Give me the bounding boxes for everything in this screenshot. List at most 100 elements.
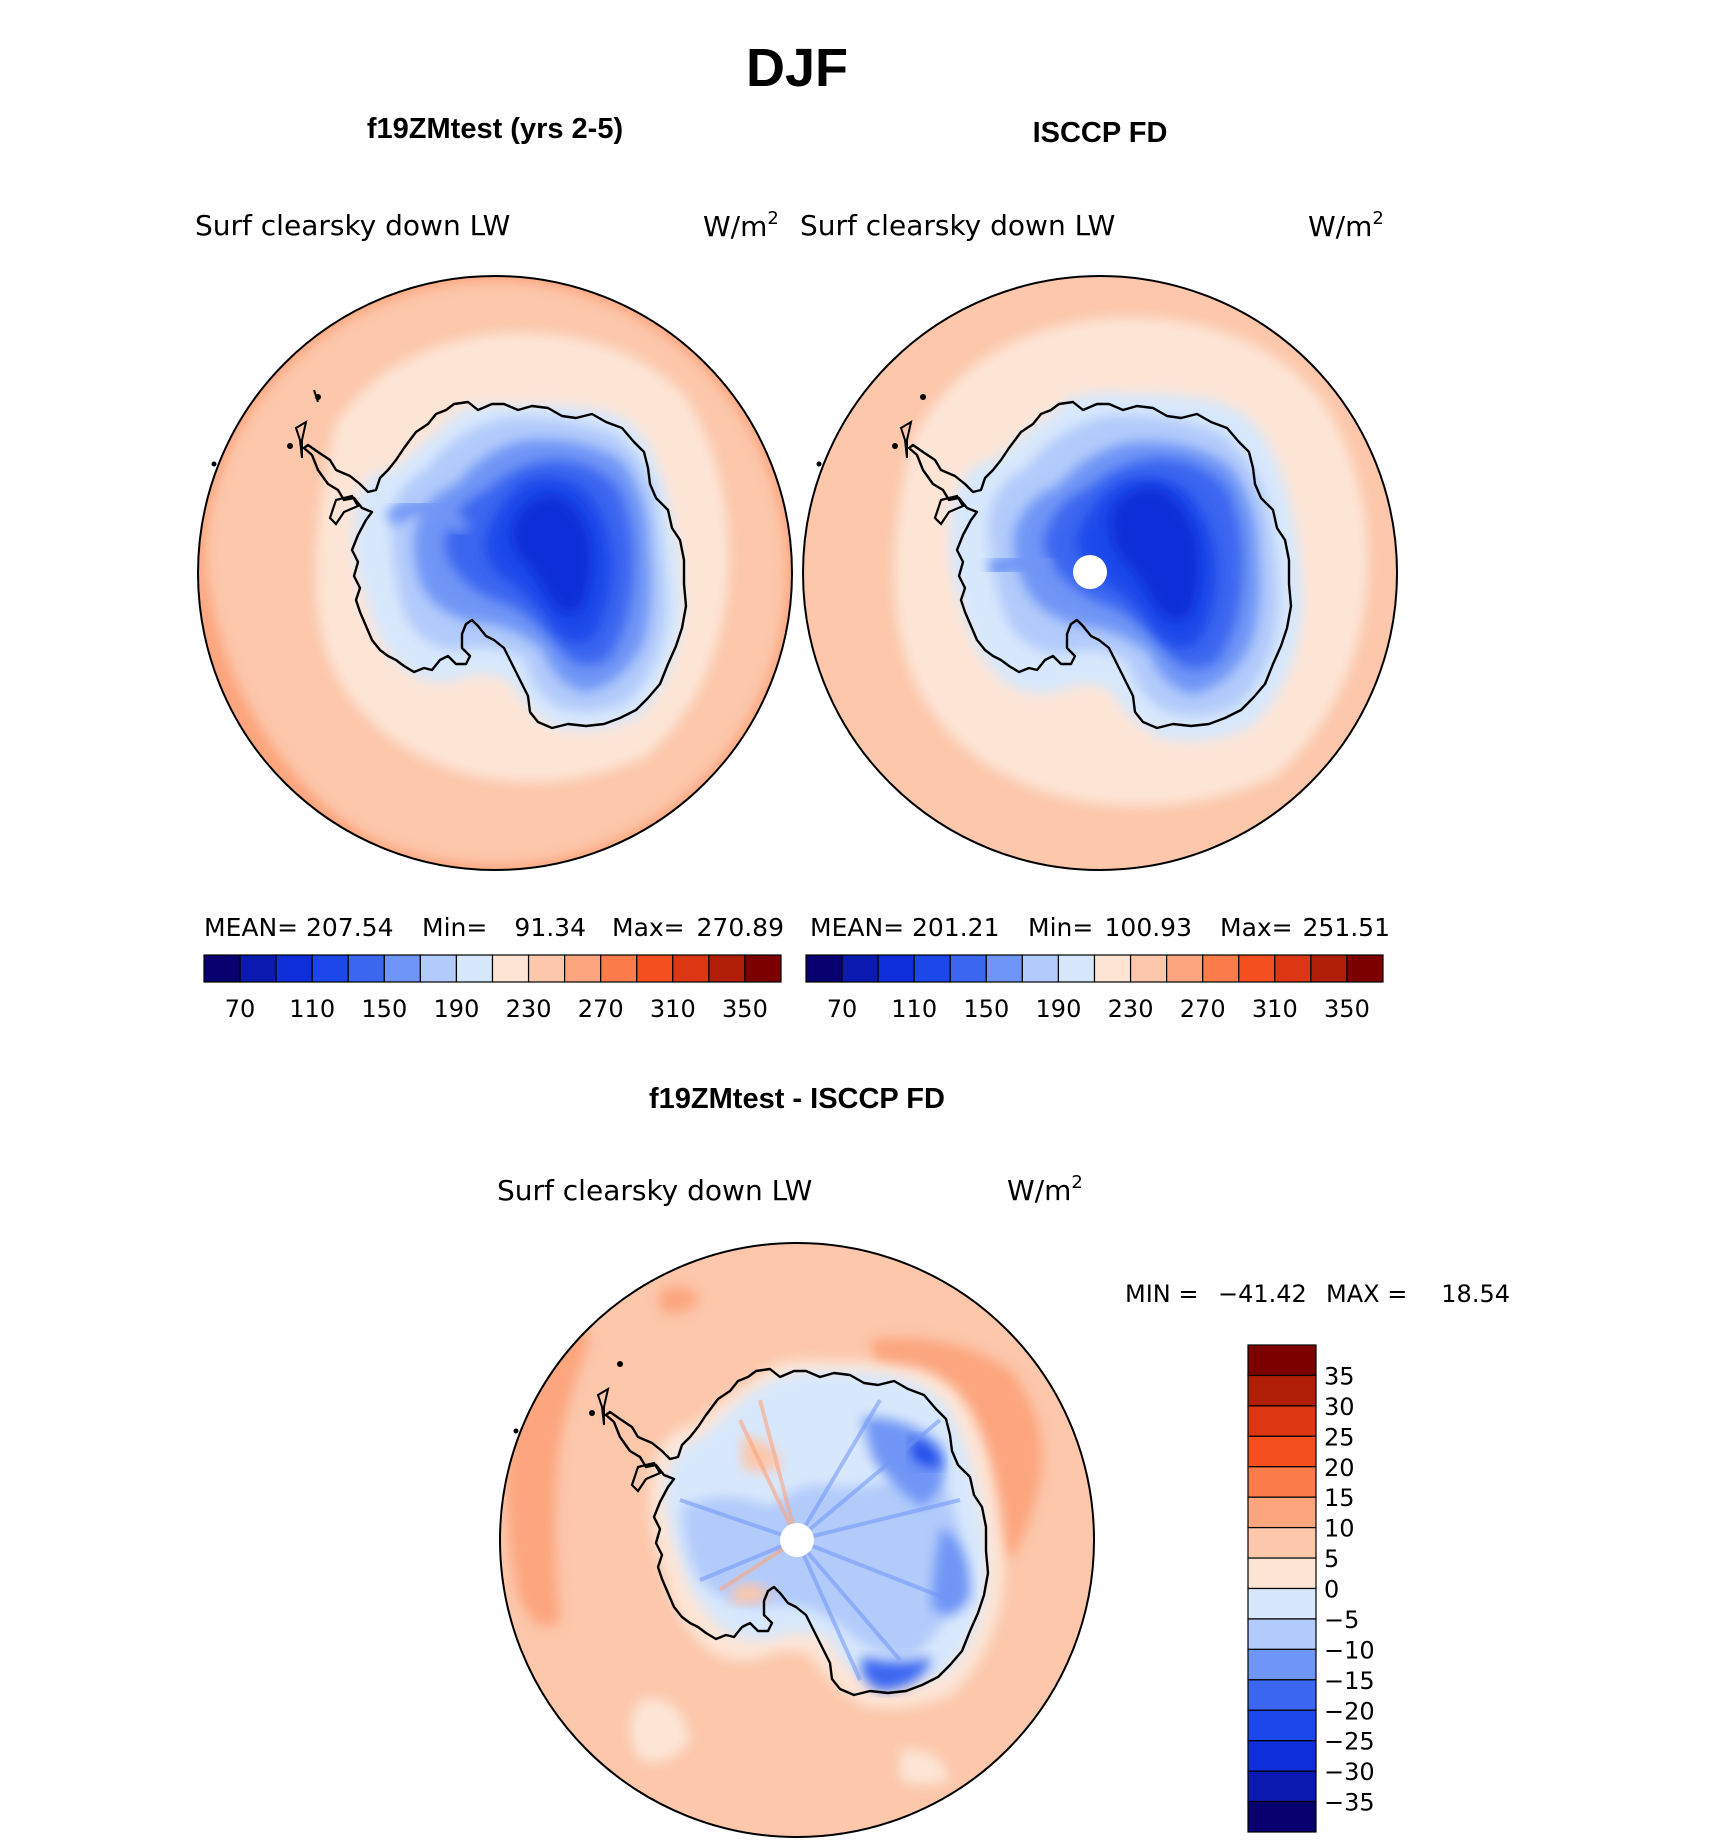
- colorbar-swatch: [239, 954, 277, 983]
- colorbar-swatch: [913, 954, 951, 983]
- island-marker: [816, 461, 822, 467]
- colorbar-swatch: [708, 954, 746, 983]
- colorbar-tick-label: −30: [1324, 1758, 1375, 1786]
- negative-bias-shade: [932, 1527, 971, 1615]
- colorbar-tick-label: 150: [963, 995, 1009, 1023]
- colorbar-swatch: [1166, 954, 1204, 983]
- colorbar-swatch: [1247, 1405, 1317, 1437]
- colorbar-tick-label: 150: [361, 995, 407, 1023]
- colorbar-observations: 70 110 150 190 230 270 310 350: [805, 954, 1384, 1023]
- positive-bias-shade: [732, 1583, 772, 1605]
- colorbar-tick-label: 270: [578, 995, 624, 1023]
- ice-shelf-outline: [933, 494, 965, 526]
- colorbar-swatch: [1310, 954, 1348, 983]
- stats-difference: MIN = −41.42 MAX = 18.54: [1125, 1280, 1510, 1308]
- ridge-shade: [385, 499, 471, 537]
- colorbar-swatch: [1247, 1618, 1317, 1650]
- colorbar-swatch: [203, 954, 241, 983]
- negative-bias-shade: [862, 1417, 945, 1507]
- stat-max-label: Max=: [1220, 913, 1293, 942]
- stat-max: 270.89: [697, 913, 784, 942]
- colorbar-tick-label: 110: [289, 995, 335, 1023]
- plateau-core-shade: [511, 494, 592, 614]
- colorbar-tick-label: 0: [1324, 1576, 1339, 1604]
- stat-max-label: MAX =: [1326, 1280, 1407, 1308]
- colorbar-tick-label: 5: [1324, 1545, 1339, 1573]
- colorbar-tick-label: 310: [650, 995, 696, 1023]
- stat-min-label: Min=: [1028, 913, 1093, 942]
- colorbar-swatch: [1247, 1344, 1317, 1377]
- pole-missing-data: [780, 1523, 814, 1557]
- colorbar-swatch: [1274, 954, 1312, 983]
- colorbar-swatch: [949, 954, 987, 983]
- diff-units: W/m2: [1007, 1172, 1083, 1207]
- colorbar-tick-label: 70: [827, 995, 858, 1023]
- colorbar-swatch: [1346, 954, 1384, 983]
- colorbar-tick-label: 110: [891, 995, 937, 1023]
- colorbar-swatch: [1093, 954, 1132, 983]
- colorbar-swatch: [1057, 954, 1096, 983]
- colorbar-swatch: [1238, 954, 1276, 983]
- colorbar-swatch: [1247, 1527, 1317, 1559]
- colorbar-tick-label: 35: [1324, 1362, 1355, 1390]
- strong-negative-bias-shade: [912, 1437, 942, 1467]
- colorbar-swatch: [311, 954, 349, 983]
- colorbar-tick-label: 190: [1036, 995, 1082, 1023]
- colorbar-swatch: [672, 954, 710, 983]
- island-marker: [287, 443, 293, 449]
- colorbar-swatch: [744, 954, 782, 983]
- colorbar-swatch: [841, 954, 879, 983]
- colorbar-tick-label: 15: [1324, 1484, 1355, 1512]
- island-marker: [315, 394, 321, 400]
- stat-mean-label: MEAN=: [204, 913, 298, 942]
- panel-left-variable: Surf clearsky down LW: [195, 209, 510, 242]
- stats-model: MEAN= 207.54 Min= 91.34 Max= 270.89: [204, 913, 784, 942]
- colorbar-swatch: [1247, 1466, 1317, 1498]
- colorbar-swatch: [1247, 1770, 1317, 1803]
- map-model: [197, 275, 793, 871]
- colorbar-swatch: [636, 954, 674, 983]
- diff-panel-title: f19ZMtest - ISCCP FD: [649, 1083, 945, 1115]
- panel-left-title: f19ZMtest (yrs 2-5): [367, 113, 623, 145]
- colorbar-tick-label: −25: [1324, 1728, 1375, 1756]
- antarctica-coastline: [302, 400, 688, 730]
- ice-shelf-outline: [630, 1461, 662, 1493]
- stat-mean: 201.21: [912, 913, 999, 942]
- colorbar-swatch: [1247, 1374, 1317, 1407]
- colorbar-swatch: [1247, 1648, 1317, 1681]
- diff-variable: Surf clearsky down LW: [497, 1174, 812, 1207]
- colorbar-swatch: [1247, 1587, 1317, 1620]
- season-title: DJF: [746, 38, 848, 98]
- pole-missing-data: [1073, 555, 1107, 589]
- colorbar-tick-label: −10: [1324, 1636, 1375, 1664]
- radial-streaks: [679, 1398, 961, 1681]
- island-marker: [211, 461, 217, 467]
- colorbar-tick-label: −20: [1324, 1697, 1375, 1725]
- colorbar-swatch: [491, 954, 530, 983]
- peninsula-island-outline: [294, 419, 308, 459]
- stats-observations: MEAN= 201.21 Min= 100.93 Max= 251.51: [810, 913, 1390, 942]
- island-marker: [892, 443, 898, 449]
- colorbar-tick-label: 20: [1324, 1454, 1355, 1482]
- colorbar-tick-label: 270: [1180, 995, 1226, 1023]
- colorbar-swatch: [1247, 1800, 1317, 1833]
- panel-right-units: W/m2: [1308, 208, 1384, 243]
- colorbar-swatch: [527, 954, 566, 983]
- ridge-shade: [987, 551, 1051, 579]
- stat-min-label: MIN =: [1125, 1280, 1198, 1308]
- map-observations: [802, 275, 1398, 871]
- stat-min: 100.93: [1105, 913, 1192, 942]
- map-boundary: [499, 1242, 1095, 1838]
- colorbar-tick-label: −35: [1324, 1789, 1375, 1817]
- colorbar-tick-label: 310: [1252, 995, 1298, 1023]
- stat-mean: 207.54: [306, 913, 393, 942]
- colorbar-swatch: [600, 954, 638, 983]
- stat-min: −41.42: [1218, 1280, 1307, 1308]
- colorbar-swatch: [275, 954, 313, 983]
- colorbar-tick-label: 230: [1108, 995, 1154, 1023]
- weak-bias-shade: [630, 1698, 690, 1763]
- colorbar-tick-label: 230: [506, 995, 552, 1023]
- colorbar-swatch: [1202, 954, 1240, 983]
